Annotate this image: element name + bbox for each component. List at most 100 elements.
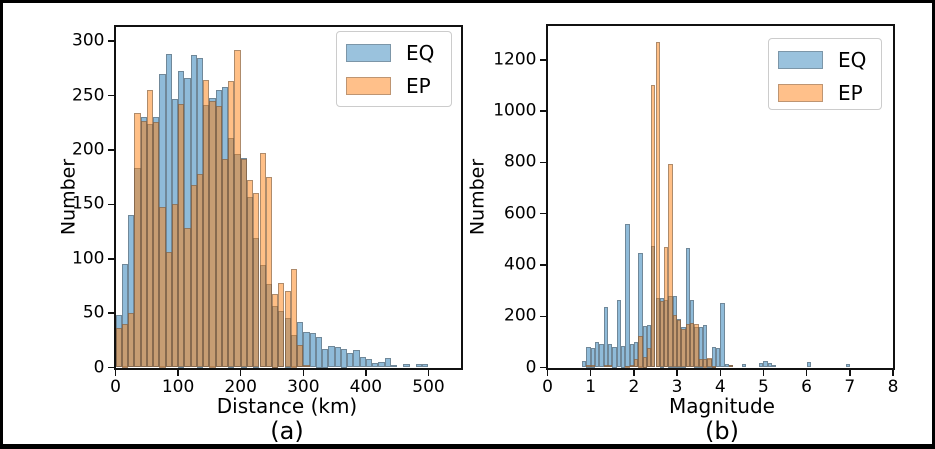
panel-b-x-tick — [676, 369, 678, 376]
panel-a-bar-eq — [390, 365, 398, 368]
panel-b-bar-eq — [772, 365, 777, 368]
panel-a-bar-ep — [215, 106, 222, 368]
panel-a-x-axis-label: Distance (km) — [216, 394, 358, 418]
panel-a-bar-ep — [203, 80, 210, 368]
panel-a-bar-ep — [190, 184, 197, 368]
panel-b-y-tick-label: 600 — [504, 203, 537, 224]
panel-a-bar-ep — [297, 344, 304, 368]
panel-b-x-tick — [589, 369, 592, 376]
panel-a-bar-ep — [159, 206, 166, 368]
panel-b-bar-ep — [638, 336, 643, 368]
panel-b-bar-ep — [677, 319, 682, 368]
panel-a-legend-swatch-eq — [346, 44, 391, 62]
panel-a-y-tick-label: 300 — [72, 30, 105, 51]
panel-b-bar-ep — [642, 357, 647, 368]
panel-b-bar-eq — [806, 362, 811, 368]
panel-b-bar-eq — [715, 348, 721, 368]
panel-a-y-tick-label: 100 — [72, 248, 105, 269]
panel-a-x-tick-label: 300 — [287, 376, 320, 397]
panel-b-legend-swatch-ep — [778, 84, 823, 102]
panel-b-bar-eq — [582, 361, 587, 368]
panel-a-y-tick-label: 250 — [72, 85, 105, 105]
panel-b-bar-eq — [741, 363, 747, 368]
panel-b-x-tick-label: 1 — [585, 376, 597, 397]
panel-b-y-tick — [539, 59, 546, 61]
window-border-left — [0, 0, 3, 449]
panel-a-bar-ep — [240, 158, 247, 368]
panel-b-bar-ep — [664, 246, 669, 368]
panel-a-bar-ep — [121, 324, 129, 368]
panel-a-caption: (a) — [270, 417, 304, 445]
panel-a-x-tick — [239, 369, 242, 376]
panel-a-bar-eq — [365, 358, 373, 368]
panel-b-bar-eq — [620, 346, 626, 368]
panel-b-x-tick-label: 2 — [628, 376, 640, 397]
panel-a-bar-ep — [259, 153, 266, 368]
panel-a-x-tick-label: 100 — [161, 376, 195, 397]
panel-a-bar-ep — [290, 268, 298, 368]
panel-a-x-tick — [177, 369, 179, 376]
panel-a-bar-ep — [171, 204, 179, 368]
panel-a-y-tick — [107, 149, 114, 151]
panel-b-bar-ep — [728, 364, 734, 368]
window-border-right — [932, 0, 935, 449]
panel-b-bar-eq — [595, 341, 600, 368]
panel-a-bar-eq — [328, 345, 335, 368]
panel-a-bar-ep — [115, 328, 122, 368]
panel-a-x-tick — [365, 369, 367, 376]
panel-b-x-tick — [719, 369, 721, 376]
panel-a-legend-label-ep: EP — [406, 74, 431, 98]
panel-b-y-tick-label: 400 — [504, 254, 537, 275]
panel-b-bar-ep — [646, 348, 652, 368]
panel-b-y-tick-label: 800 — [504, 151, 537, 172]
panel-b-x-tick — [805, 369, 808, 376]
panel-a-bar-eq — [347, 353, 354, 368]
panel-b-bar-ep — [685, 323, 690, 368]
panel-a-bar-ep — [253, 193, 260, 368]
panel-b-x-tick-label: 0 — [542, 376, 553, 397]
panel-a-y-tick — [107, 203, 114, 206]
panel-a-bar-eq — [322, 349, 329, 368]
panel-a-x-tick — [114, 369, 117, 376]
panel-b-bar-ep — [707, 358, 712, 368]
panel-b-y-tick — [539, 212, 546, 215]
panel-a-bar-eq — [422, 364, 429, 368]
panel-a-axes-frame — [113, 25, 463, 370]
panel-b-bar-ep — [681, 329, 686, 368]
panel-b-axes-frame — [545, 23, 895, 370]
panel-a-bar-ep — [165, 252, 172, 368]
panel-b-bar-ep — [698, 359, 703, 368]
panel-b-y-axis-label: Number — [466, 158, 489, 236]
panel-a-bar-ep — [209, 101, 216, 368]
panel-a-x-tick-label: 500 — [412, 376, 445, 397]
panel-a-bar-eq — [353, 350, 360, 368]
panel-a-legend-swatch-ep — [346, 77, 391, 95]
panel-b-y-tick-label: 1200 — [493, 49, 537, 70]
panel-a-bar-ep — [265, 177, 272, 368]
panel-a-x-tick — [302, 369, 304, 376]
panel-a-legend-label-eq: EQ — [406, 41, 435, 65]
panel-a-bar-eq — [403, 364, 410, 368]
panel-b-y-tick — [539, 161, 546, 164]
panel-b-x-axis-label: Magnitude — [669, 394, 775, 418]
panel-b-x-tick — [762, 369, 765, 376]
panel-b-bar-ep — [633, 359, 639, 368]
panel-a-bar-ep — [234, 49, 241, 368]
panel-a-bar-ep — [272, 293, 279, 368]
panel-b-bar-eq — [612, 346, 617, 368]
panel-a-y-tick — [107, 312, 114, 314]
panel-a-bar-ep — [284, 291, 291, 368]
panel-b-x-tick — [892, 369, 894, 376]
panel-a-bar-ep — [303, 365, 310, 368]
panel-b-bar-ep — [603, 365, 608, 368]
panel-a-bar-ep — [196, 173, 204, 368]
window-border-top — [0, 0, 935, 3]
panel-b-bar-ep — [651, 84, 656, 368]
panel-b-y-tick-label: 1000 — [493, 100, 537, 121]
panel-b-x-tick — [849, 369, 851, 376]
panel-b-x-tick-label: 3 — [671, 376, 683, 397]
panel-b-bar-eq — [616, 300, 621, 368]
panel-a-bar-ep — [228, 81, 235, 368]
panel-a-bar-eq — [340, 349, 348, 368]
panel-a-y-tick-label: 50 — [82, 302, 105, 323]
